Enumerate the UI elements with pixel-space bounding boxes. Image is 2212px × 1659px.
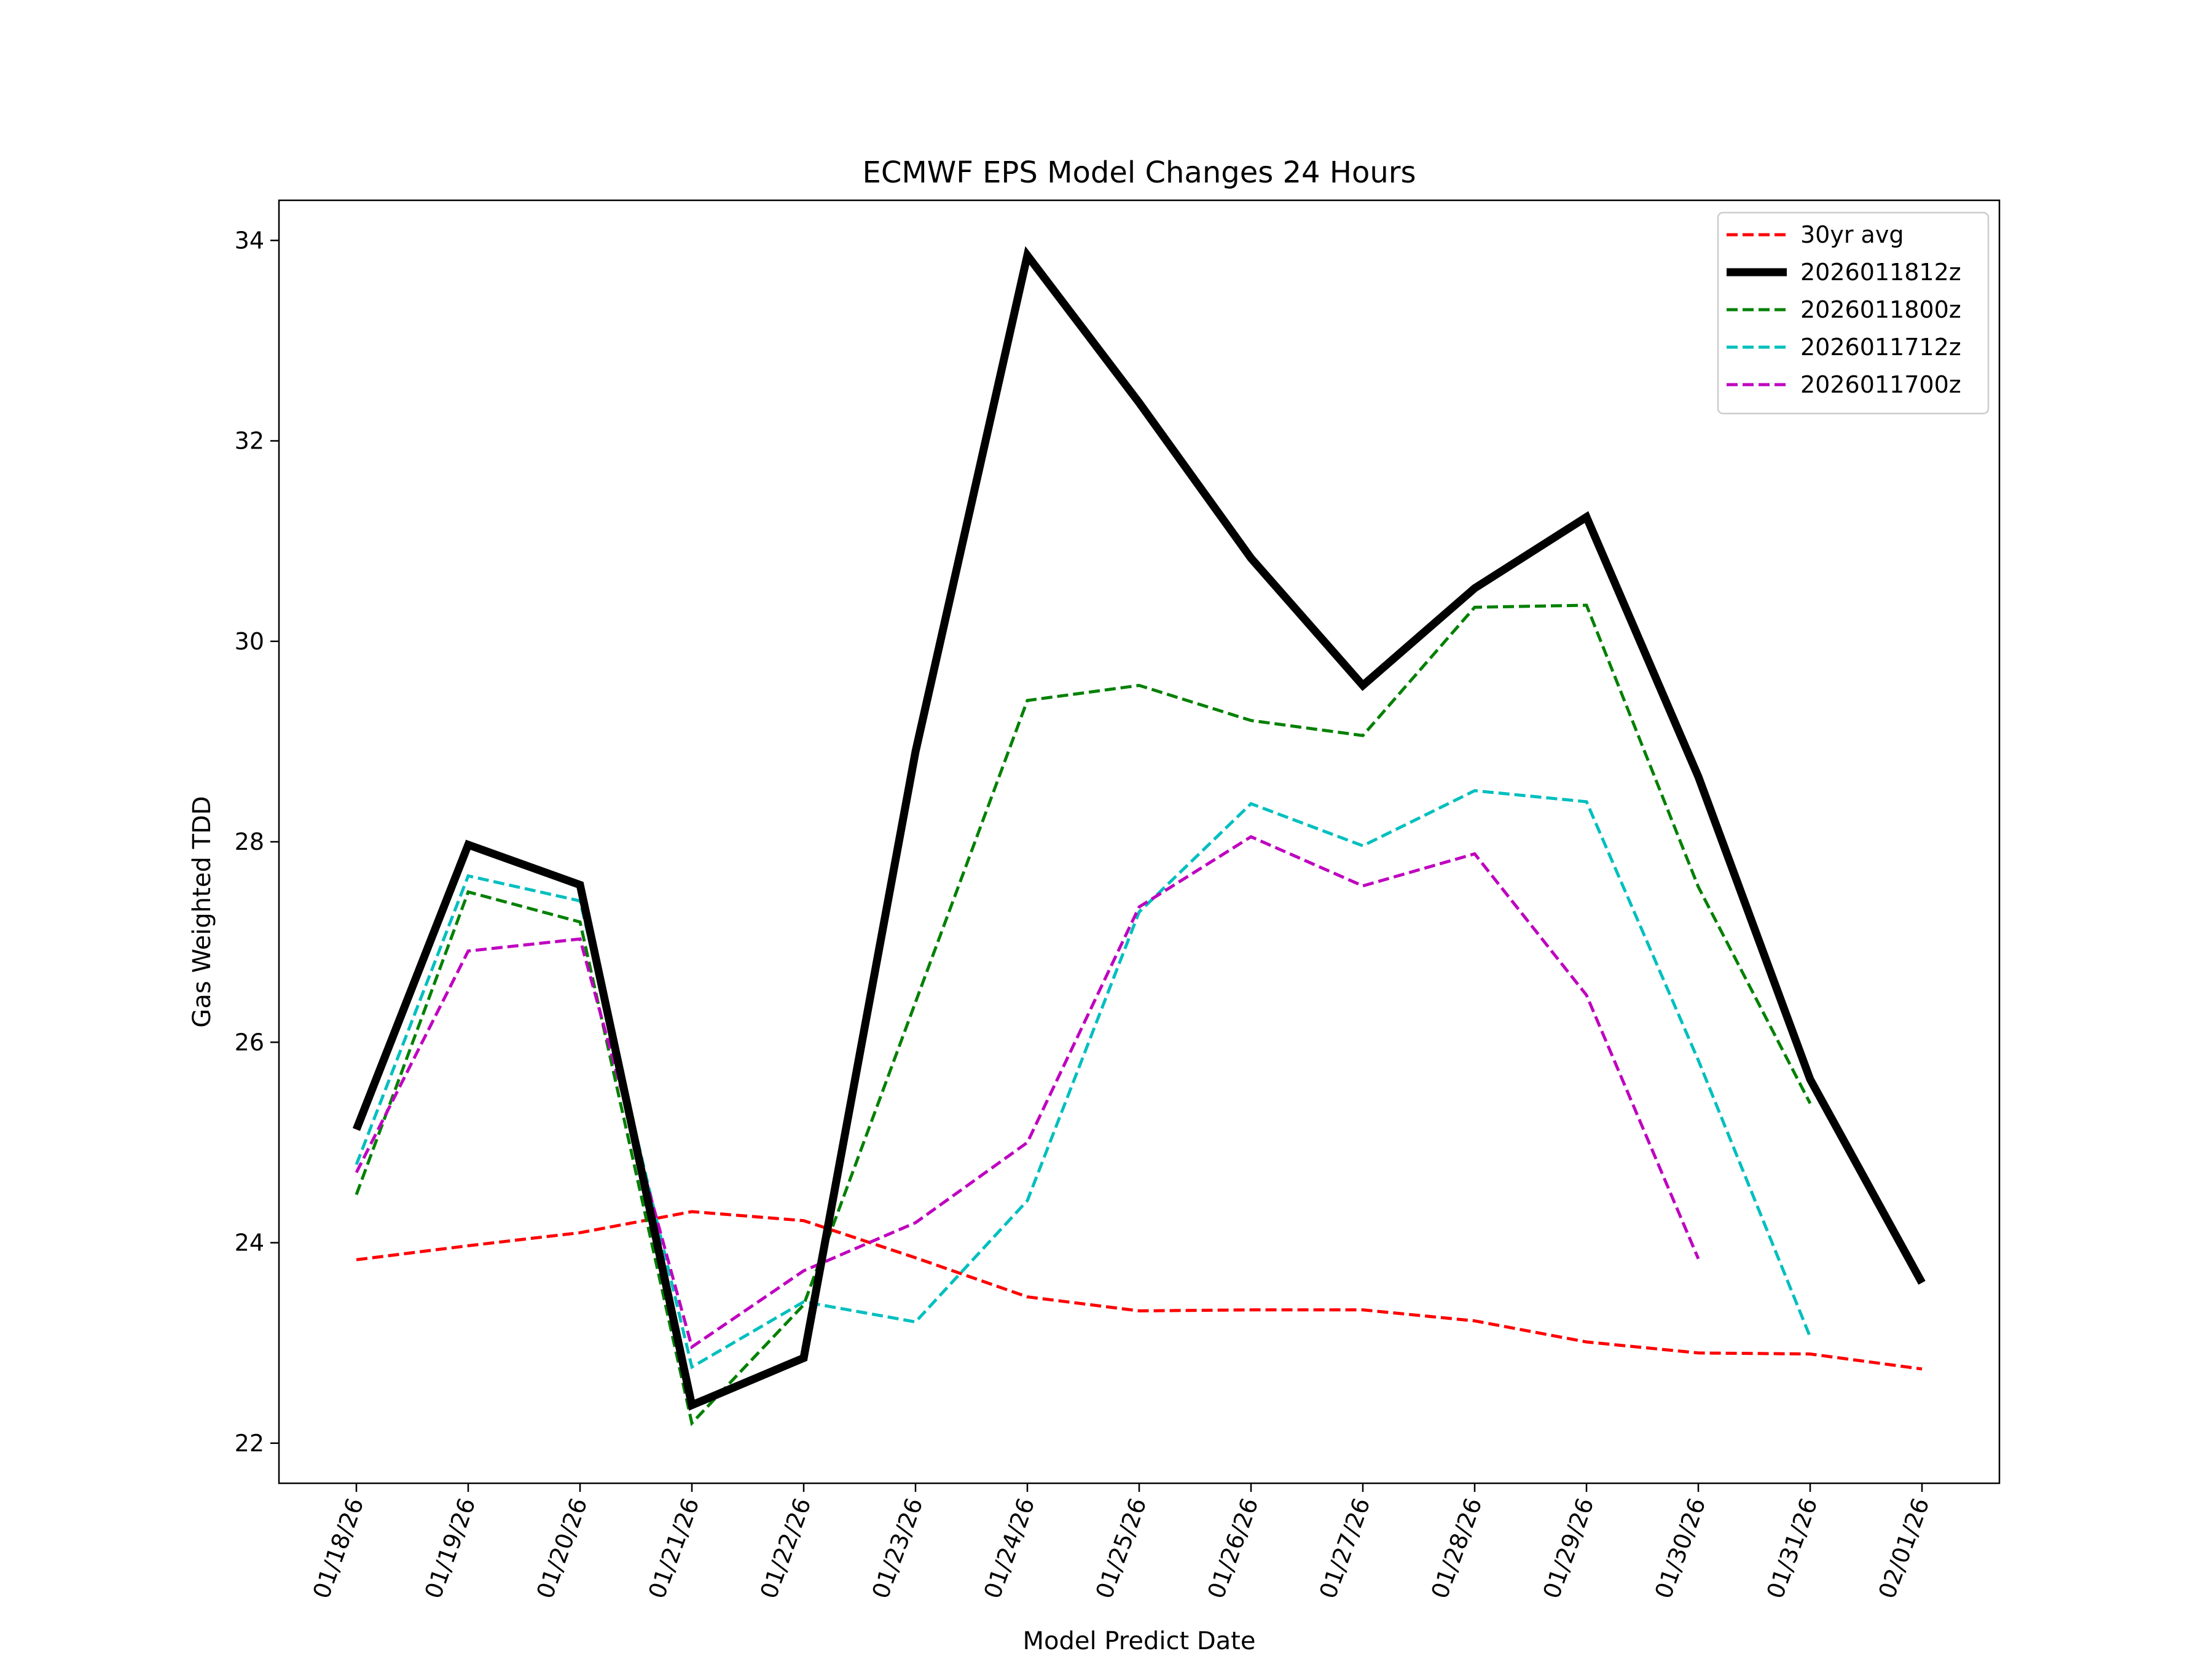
y-axis-ticks: 22 24 26 28 30 32 34 [235,227,279,1457]
y-tick-label: 26 [235,1029,264,1056]
legend-label: 2026011800z [1800,296,1961,323]
series-line-2026011700z [355,834,1700,1350]
legend-box [1717,211,1990,415]
y-axis-label: Gas Weighted TDD [188,796,216,1027]
series-line-2026011800z [355,603,1812,1427]
y-tick-label: 32 [235,428,264,455]
y-tick-label: 34 [235,227,264,254]
legend-label: 2026011700z [1800,371,1961,398]
chart-title: ECMWF EPS Model Changes 24 Hours [863,155,1416,190]
legend: 30yr avg 2026011812z 2026011800z 2026011712… [1717,211,1990,415]
series-line-30yr-avg [356,1210,1923,1371]
legend-label: 30yr avg [1800,221,1904,248]
y-tick-label: 28 [235,828,264,855]
x-axis-label: Model Predict Date [1023,1627,1256,1655]
legend-label: 2026011712z [1800,334,1961,361]
y-tick-label: 30 [235,628,264,655]
legend-label: 2026011812z [1800,259,1961,286]
y-tick-label: 24 [235,1230,264,1257]
series-line-2026011812z [352,246,1926,1411]
y-tick-label: 22 [235,1430,264,1457]
plot-frame [278,199,2001,1484]
series-layer [352,246,1926,1427]
